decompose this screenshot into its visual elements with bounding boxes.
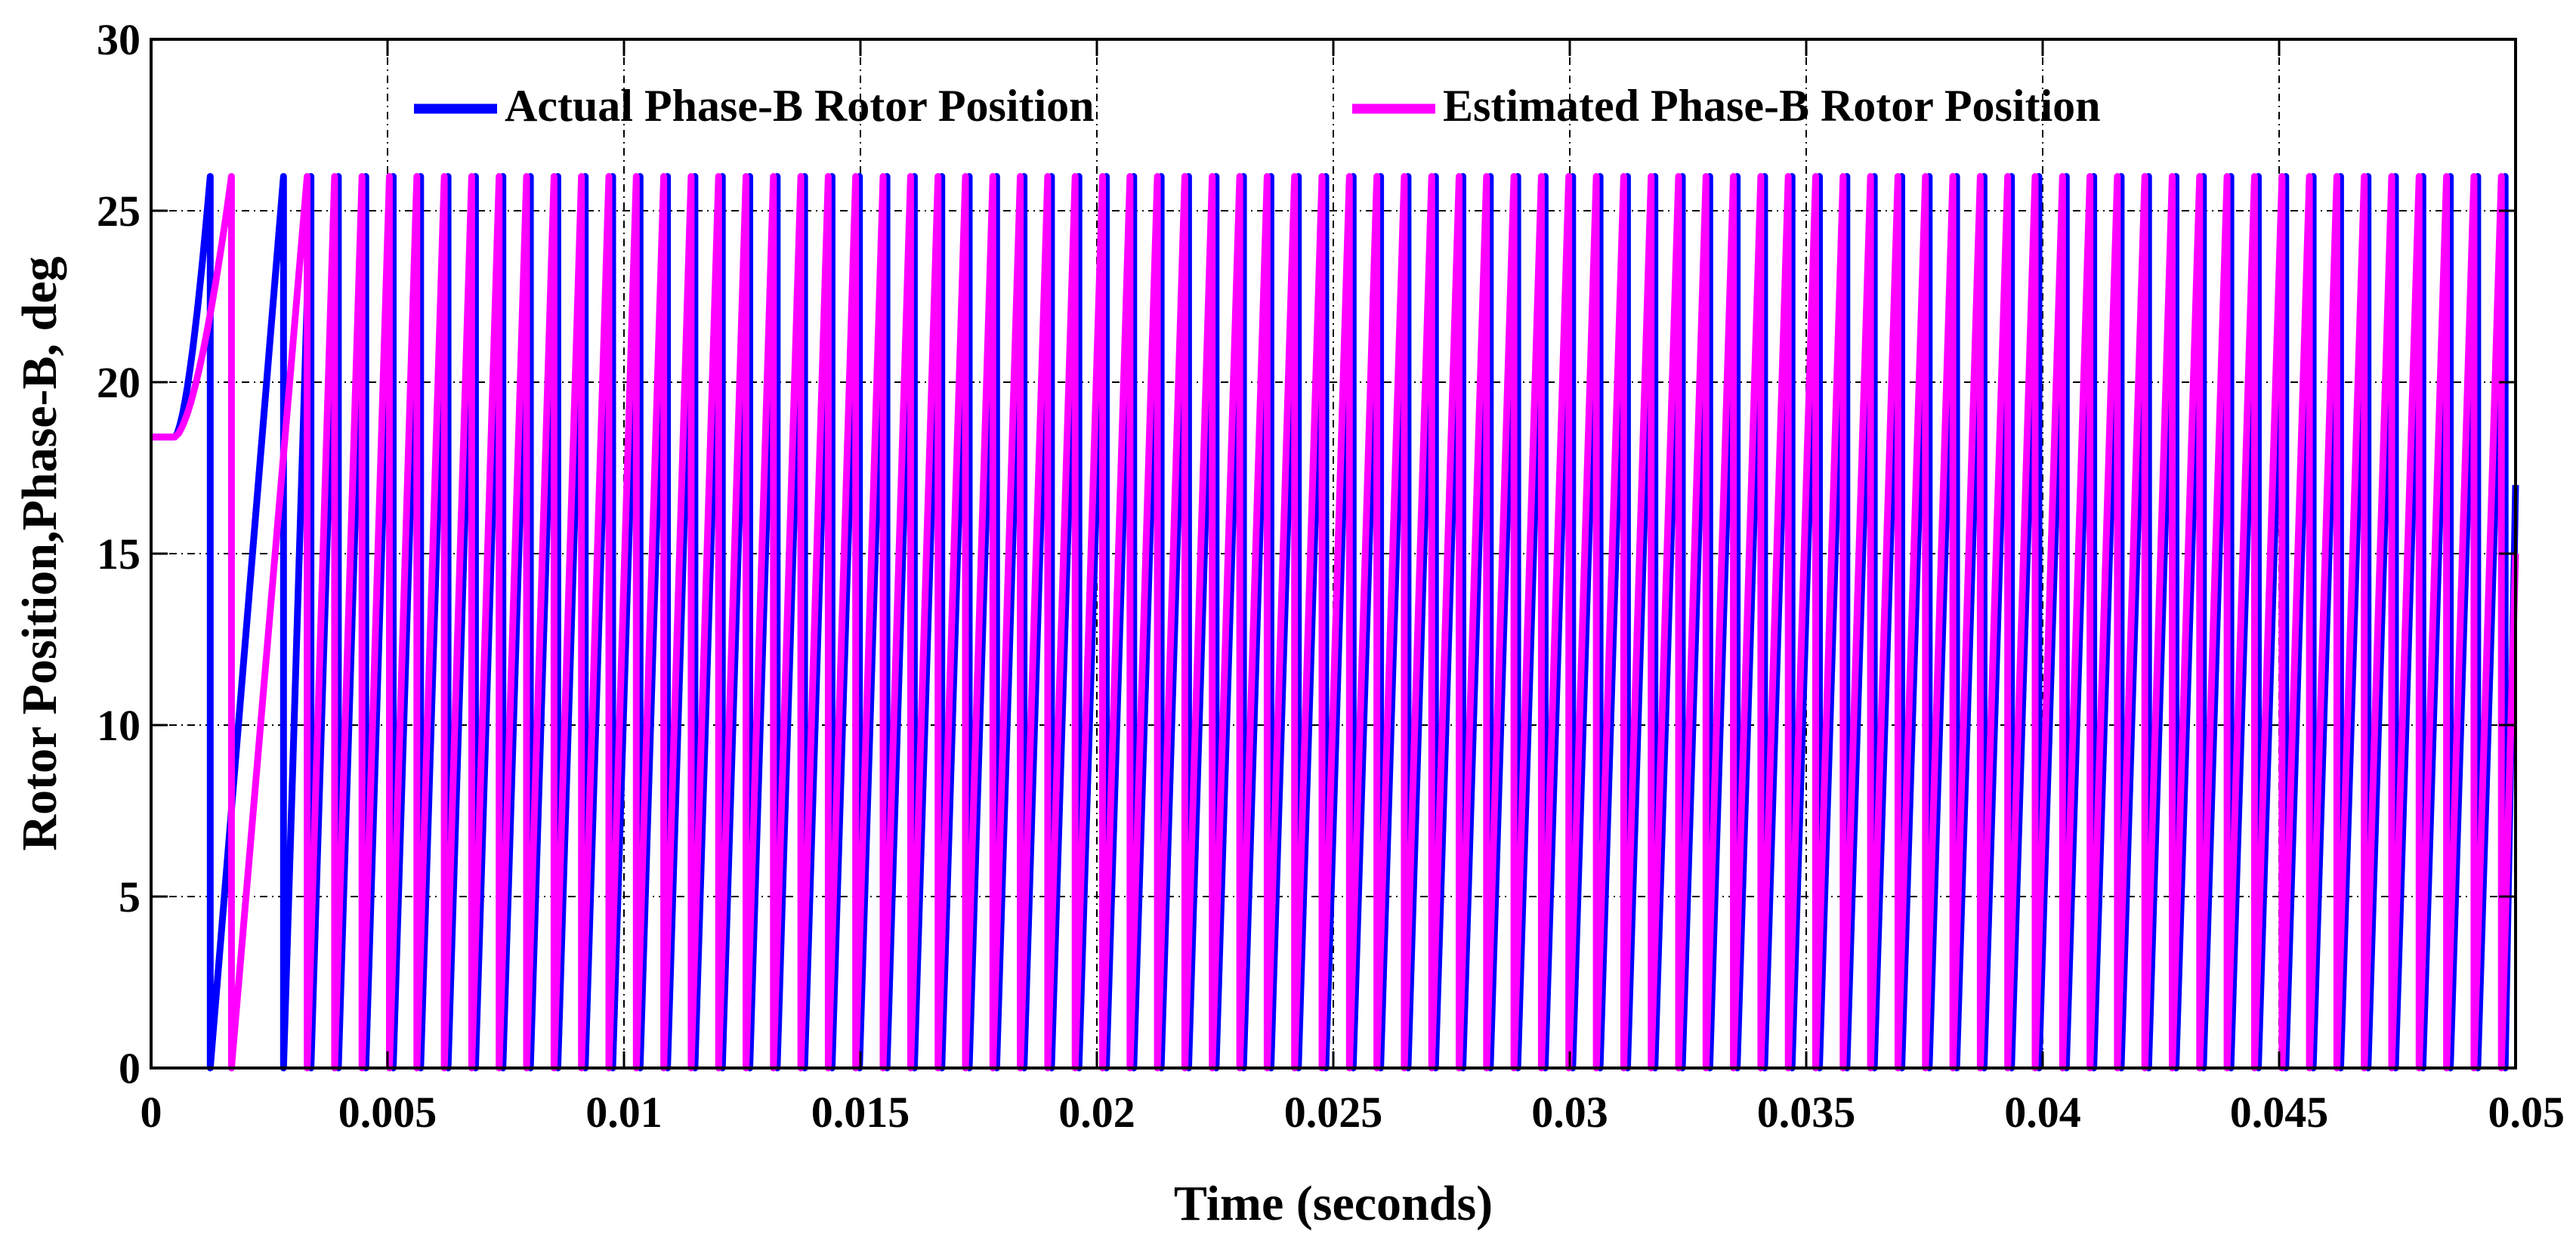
y-tick-label: 15 [97, 529, 141, 579]
y-tick-label: 30 [97, 15, 141, 64]
x-tick-label: 0.02 [1058, 1088, 1135, 1137]
x-tick-label: 0.045 [2230, 1088, 2329, 1137]
x-tick-label: 0.01 [585, 1088, 663, 1137]
legend-label: Actual Phase-B Rotor Position [505, 81, 1095, 131]
x-tick-label: 0.05 [2488, 1088, 2565, 1137]
x-tick-label: 0.03 [1531, 1088, 1608, 1137]
x-axis-title: Time (seconds) [1174, 1176, 1493, 1231]
tick-marks [150, 38, 2517, 1070]
y-tick-label: 10 [97, 701, 141, 750]
y-tick-label: 5 [119, 872, 141, 921]
series-line-estimated [151, 173, 2519, 1072]
x-tick-label: 0.005 [338, 1088, 437, 1137]
y-tick-label: 0 [119, 1044, 141, 1093]
y-tick-label: 20 [97, 358, 141, 407]
y-axis-title: Rotor Position,Phase-B, deg [12, 256, 67, 850]
legend-label: Estimated Phase-B Rotor Position [1443, 81, 2101, 131]
x-tick-label: 0.04 [2004, 1088, 2081, 1137]
x-tick-label: 0.035 [1757, 1088, 1856, 1137]
plot-area [151, 173, 2519, 1072]
x-tick-label: 0.015 [811, 1088, 910, 1137]
x-tick-labels: 0 0.005 0.01 0.015 0.02 0.025 0.03 0.035 0.04 0.0… [141, 1088, 2565, 1137]
y-tick-label: 25 [97, 187, 141, 236]
x-tick-label: 0.025 [1284, 1088, 1383, 1137]
legend: Actual Phase-B Rotor Position Estimated P… [414, 81, 2101, 131]
x-tick-label: 0 [141, 1088, 162, 1137]
y-tick-labels: 0 5 10 15 20 25 30 [97, 15, 141, 1093]
